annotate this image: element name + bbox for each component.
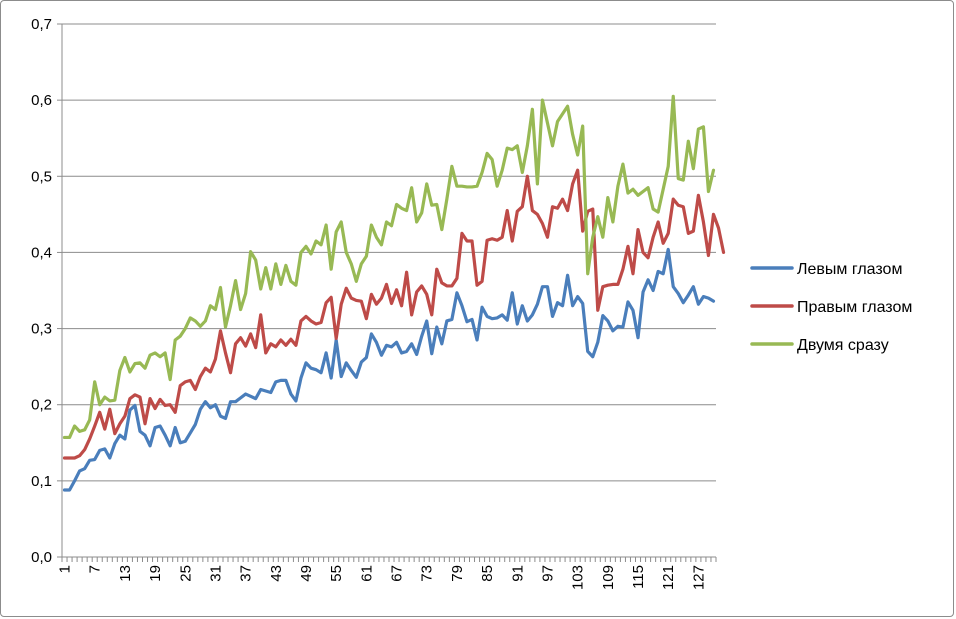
legend-item: Левым глазом — [750, 261, 902, 278]
x-tick-label: 19 — [147, 565, 164, 582]
series-line-1 — [62, 247, 716, 492]
y-tick-label: 0,4 — [31, 244, 52, 261]
x-tick-label: 31 — [207, 565, 224, 582]
y-tick-label: 0,7 — [31, 16, 52, 33]
x-tick-label: 61 — [358, 565, 375, 582]
x-tick-label: 97 — [539, 565, 556, 582]
series-lines — [62, 94, 726, 492]
x-tick-label: 49 — [298, 565, 315, 582]
legend-label: Левым глазом — [797, 261, 902, 278]
x-tick-label: 43 — [268, 565, 285, 582]
y-tick-label: 0,5 — [31, 168, 52, 185]
x-tick-label: 115 — [630, 565, 647, 589]
x-tick-label: 37 — [238, 565, 255, 582]
y-tick-label: 0,1 — [31, 473, 52, 490]
axes: 0,0 0,1 0,2 0,3 0,4 0,5 0,6 0,7 1 7 13 19 25 31 37 43 49… — [31, 16, 717, 590]
x-tick-label: 13 — [117, 565, 134, 582]
x-tick-label: 7 — [87, 565, 104, 573]
y-tick-label: 0,2 — [31, 397, 52, 414]
legend-label: Двумя сразу — [797, 337, 889, 354]
legend: Левым глазом Правым глазом Двумя сразу — [750, 261, 912, 354]
x-tick-label: 121 — [660, 565, 677, 590]
gridlines — [62, 23, 716, 482]
x-tick-label: 103 — [570, 565, 587, 590]
x-tick-label: 1 — [57, 565, 74, 573]
y-tick-label: 0,6 — [31, 92, 52, 109]
y-tick-label: 0,3 — [31, 321, 52, 338]
series-line-2 — [62, 168, 726, 460]
series-line-3 — [62, 94, 716, 440]
legend-label: Правым глазом — [797, 299, 912, 316]
x-tick-label: 127 — [690, 565, 707, 590]
x-tick-label: 73 — [419, 565, 436, 582]
x-tick-label: 55 — [328, 565, 345, 582]
legend-item: Правым глазом — [750, 299, 912, 316]
x-tick-label: 85 — [479, 565, 496, 582]
legend-item: Двумя сразу — [750, 337, 889, 354]
x-tick-label: 25 — [177, 565, 194, 582]
x-tick-label: 109 — [600, 565, 617, 590]
x-tick-label: 67 — [389, 565, 406, 582]
x-tick-label: 79 — [449, 565, 466, 582]
y-tick-label: 0,0 — [31, 549, 52, 566]
x-tick-label: 91 — [509, 565, 526, 582]
